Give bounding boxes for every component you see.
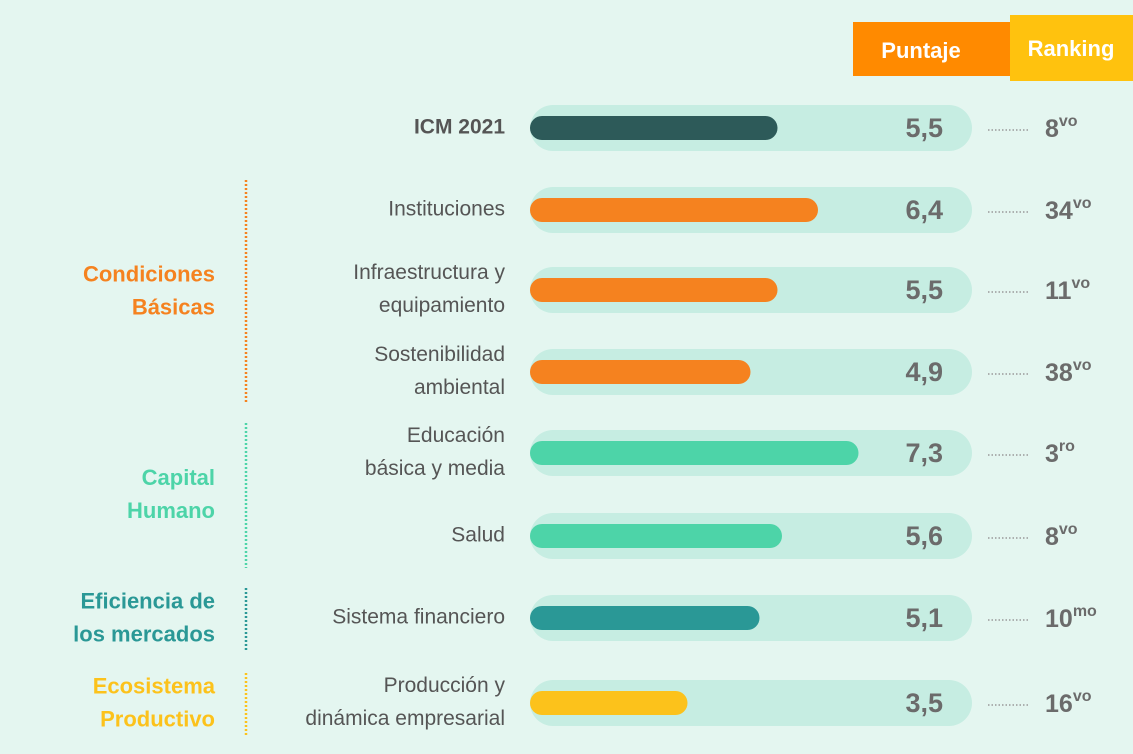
bar (530, 360, 751, 384)
rank-label: 8vo (1045, 521, 1078, 550)
value-label: 5,1 (905, 603, 943, 633)
value-label: 4,9 (905, 357, 943, 387)
group-label: los mercados (73, 621, 215, 646)
rank-suffix: ro (1059, 438, 1075, 455)
rank-label: 38vo (1045, 357, 1092, 386)
rank-label: 3ro (1045, 438, 1075, 467)
row-label: Infraestructura y (353, 261, 505, 284)
rank-header-box (1010, 15, 1133, 81)
rank-suffix: vo (1059, 521, 1078, 538)
rank-number: 3 (1045, 440, 1059, 468)
row-label: dinámica empresarial (305, 707, 505, 730)
value-label: 3,5 (905, 688, 943, 718)
rank-number: 34 (1045, 197, 1073, 225)
group-label: Básicas (132, 294, 215, 319)
rank-number: 8 (1045, 115, 1059, 143)
value-label: 7,3 (905, 438, 943, 468)
value-label: 5,5 (905, 113, 943, 143)
rank-label: 11vo (1045, 275, 1090, 304)
score-header: Puntaje (881, 38, 960, 63)
rank-suffix: vo (1071, 275, 1090, 292)
bar (530, 278, 778, 302)
rank-number: 16 (1045, 690, 1073, 718)
group-label: Productivo (100, 706, 215, 731)
bar (530, 691, 688, 715)
row-label: Salud (451, 524, 505, 547)
rank-header: Ranking (1028, 36, 1115, 61)
score-header-box (853, 22, 1010, 76)
rank-label: 8vo (1045, 113, 1078, 142)
group-label: Capital (142, 465, 215, 490)
row-label: Instituciones (388, 198, 505, 221)
bar (530, 198, 818, 222)
rank-suffix: vo (1059, 113, 1078, 130)
row-label: Sostenibilidad (374, 343, 505, 366)
value-label: 6,4 (905, 195, 943, 225)
value-label: 5,6 (905, 521, 943, 551)
row-label: equipamiento (379, 294, 505, 317)
bar (530, 524, 782, 548)
rank-label: 16vo (1045, 688, 1092, 717)
rank-number: 11 (1045, 277, 1072, 305)
rank-suffix: mo (1073, 603, 1097, 620)
group-label: Eficiencia de (80, 588, 215, 613)
value-label: 5,5 (905, 275, 943, 305)
group-label: Humano (127, 498, 215, 523)
row-label: ICM 2021 (414, 116, 505, 139)
row-label: ambiental (414, 376, 505, 399)
row-label: Sistema financiero (332, 606, 505, 629)
row-label: Producción y (384, 674, 506, 697)
rank-label: 10mo (1045, 603, 1097, 632)
row-label: Educación (407, 424, 505, 447)
group-label: Condiciones (83, 261, 215, 286)
rank-number: 10 (1045, 605, 1073, 633)
rank-number: 38 (1045, 359, 1073, 387)
bar (530, 441, 859, 465)
group-label: Ecosistema (93, 673, 216, 698)
bar (530, 606, 760, 630)
rank-suffix: vo (1073, 688, 1092, 705)
rank-label: 34vo (1045, 195, 1092, 224)
bar (530, 116, 778, 140)
rank-suffix: vo (1073, 195, 1092, 212)
rank-suffix: vo (1073, 357, 1092, 374)
row-label: básica y media (365, 457, 505, 480)
rank-number: 8 (1045, 523, 1059, 551)
